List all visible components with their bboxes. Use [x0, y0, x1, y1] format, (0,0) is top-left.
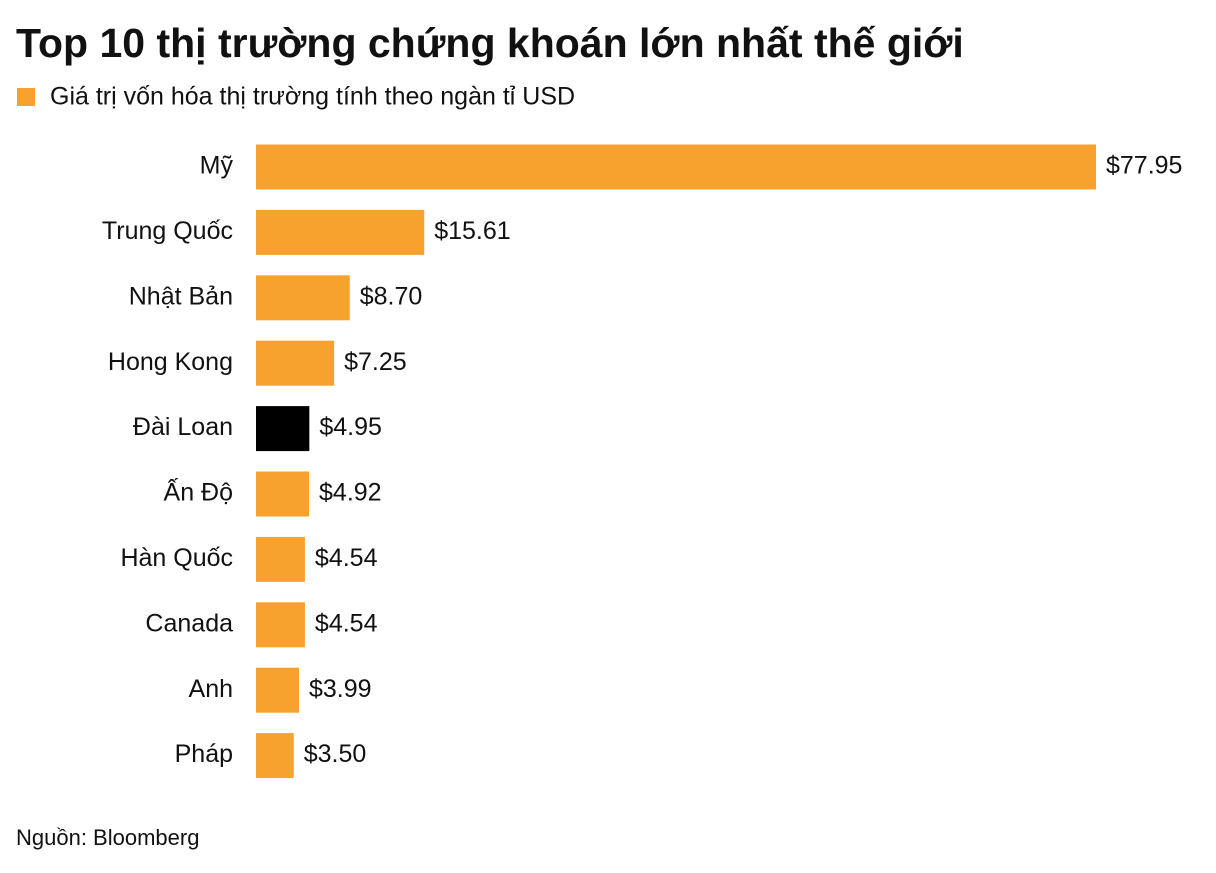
value-label: $7.25 — [344, 348, 407, 376]
category-label: Mỹ — [200, 152, 234, 180]
chart-title: Top 10 thị trường chứng khoán lớn nhất t… — [16, 20, 964, 66]
bar — [256, 144, 1096, 190]
bar — [256, 602, 305, 648]
category-label: Trung Quốc — [102, 217, 233, 245]
value-label: $8.70 — [360, 282, 423, 310]
source-note: Nguồn: Bloomberg — [16, 825, 199, 850]
category-label: Canada — [145, 609, 233, 637]
category-label: Pháp — [175, 740, 233, 768]
category-label: Đài Loan — [133, 413, 233, 441]
bar — [256, 733, 294, 779]
value-label: $3.50 — [304, 740, 367, 768]
category-label: Hong Kong — [108, 348, 233, 376]
bar — [256, 406, 310, 452]
value-label: $15.61 — [434, 217, 510, 245]
value-label: $3.99 — [309, 675, 372, 703]
bar — [256, 471, 310, 517]
category-label: Nhật Bản — [129, 282, 233, 310]
value-label: $4.54 — [315, 609, 378, 637]
bar — [256, 275, 350, 321]
value-label: $4.95 — [319, 413, 382, 441]
value-label: $77.95 — [1106, 152, 1182, 180]
category-label: Hàn Quốc — [120, 544, 233, 572]
legend-label: Giá trị vốn hóa thị trường tính theo ngà… — [50, 83, 575, 111]
bar — [256, 340, 335, 386]
bar — [256, 536, 305, 582]
value-label: $4.54 — [315, 544, 378, 572]
bar — [256, 667, 299, 713]
category-label: Ấn Độ — [164, 478, 233, 507]
bar — [256, 209, 425, 255]
category-label: Anh — [189, 675, 233, 703]
value-label: $4.92 — [319, 479, 382, 507]
legend-swatch — [17, 88, 35, 106]
